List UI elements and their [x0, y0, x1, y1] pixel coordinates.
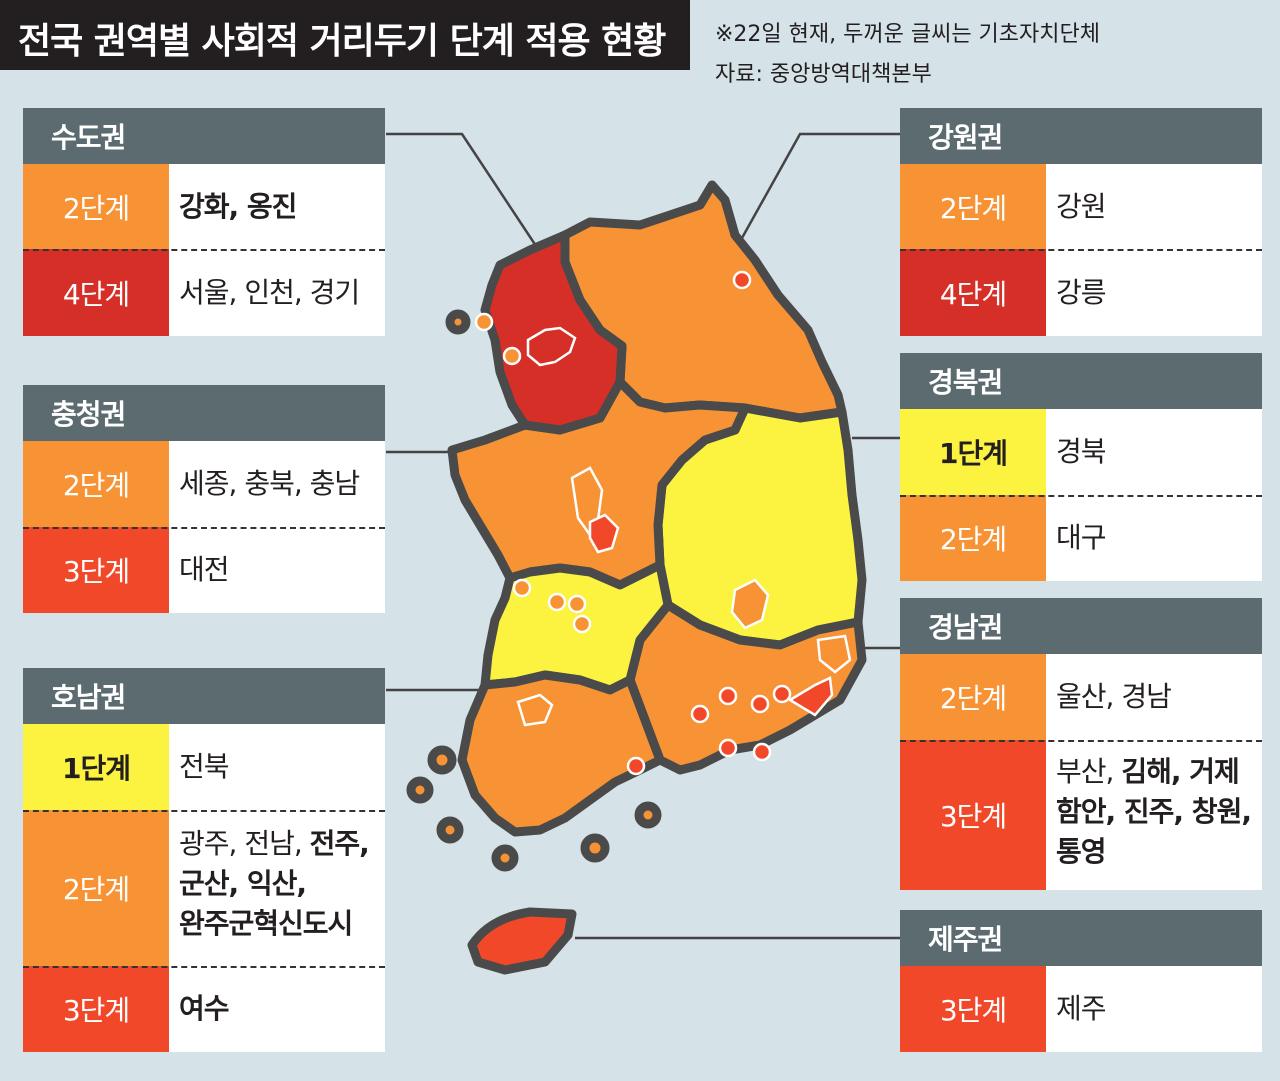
region-text-bold: 통영 [1056, 835, 1107, 868]
region-text-bold: 함안, 진주, 창원, [1056, 795, 1252, 828]
region-list: 서울, 인천, 경기 [169, 249, 385, 336]
region-list: 울산, 경남 [1046, 654, 1262, 740]
marker-iksan [547, 592, 567, 612]
marker-gunsan [512, 578, 532, 598]
level-label: 3단계 [23, 527, 169, 613]
panel-gangwon: 강원권 2단계 강원 4단계 강릉 [900, 108, 1262, 336]
level-label: 4단계 [23, 249, 169, 336]
region-busan [787, 676, 834, 717]
region-list: 강화, 옹진 [169, 164, 385, 249]
panel-title: 제주권 [900, 910, 1262, 966]
marker-yeosu [626, 756, 646, 776]
marker-ganghwa [474, 312, 494, 332]
panel-row: 2단계 울산, 경남 [900, 654, 1262, 740]
marker-jeonju [572, 614, 592, 634]
panel-row: 2단계 강화, 옹진 [23, 164, 385, 249]
title-bar: 전국 권역별 사회적 거리두기 단계 적용 현황 [0, 0, 690, 70]
marker-geoje [752, 742, 772, 762]
region-list: 강원 [1046, 164, 1262, 249]
panel-row: 3단계 대전 [23, 527, 385, 613]
marker-tongyeong [718, 738, 738, 758]
region-list: 경북 [1046, 409, 1262, 495]
region-list: 대구 [1046, 495, 1262, 581]
boundary-ulsan [816, 634, 852, 674]
panel-row: 3단계 제주 [900, 966, 1262, 1052]
region-text-bold: 군산, 익산, [179, 867, 307, 900]
panel-row: 1단계 경북 [900, 409, 1262, 495]
marker-ongjin [502, 346, 522, 366]
level-label: 2단계 [900, 654, 1046, 740]
marker-gimhae [772, 684, 792, 704]
region-seoul [526, 326, 577, 367]
panel-title: 경남권 [900, 598, 1262, 654]
panel-jeju: 제주권 3단계 제주 [900, 910, 1262, 1052]
marker-jinju [690, 704, 710, 724]
region-list: 부산, 김해, 거제 함안, 진주, 창원, 통영 [1046, 740, 1262, 890]
region-list: 세종, 충북, 충남 [169, 441, 385, 527]
panel-honam: 호남권 1단계 전북 2단계 광주, 전남, 전주, 군산, 익산, 완주군혁신… [23, 668, 385, 1052]
marker-gangneung [732, 270, 752, 290]
region-text-bold: 전주, [309, 827, 370, 860]
level-label: 3단계 [900, 966, 1046, 1052]
level-label: 2단계 [900, 164, 1046, 249]
note-source: 자료: 중앙방역대책본부 [715, 62, 932, 87]
panel-title: 충청권 [23, 385, 385, 441]
panel-title: 수도권 [23, 108, 385, 164]
marker-changwon [750, 694, 770, 714]
page-title: 전국 권역별 사회적 거리두기 단계 적용 현황 [18, 21, 666, 62]
panel-sudo: 수도권 2단계 강화, 옹진 4단계 서울, 인천, 경기 [23, 108, 385, 336]
region-gwangju [516, 693, 554, 727]
level-label: 3단계 [23, 966, 169, 1052]
level-label: 1단계 [900, 409, 1046, 495]
level-label: 2단계 [900, 495, 1046, 581]
panel-row: 2단계 세종, 충북, 충남 [23, 441, 385, 527]
panel-row: 4단계 강릉 [900, 249, 1262, 336]
level-label: 1단계 [23, 724, 169, 810]
marker-haman [718, 686, 738, 706]
region-jeju [467, 907, 577, 975]
region-text: 부산, [1056, 755, 1122, 788]
marker-wanju [567, 594, 587, 614]
panel-chungcheong: 충청권 2단계 세종, 충북, 충남 3단계 대전 [23, 385, 385, 613]
region-list: 대전 [169, 527, 385, 613]
region-list: 전북 [169, 724, 385, 810]
panel-gyeongbuk: 경북권 1단계 경북 2단계 대구 [900, 353, 1262, 581]
region-list: 강릉 [1046, 249, 1262, 336]
note-date: ※22일 현재, 두꺼운 글씨는 기초자치단체 [715, 22, 1100, 47]
panel-row: 4단계 서울, 인천, 경기 [23, 249, 385, 336]
panel-row: 2단계 광주, 전남, 전주, 군산, 익산, 완주군혁신도시 [23, 810, 385, 966]
panel-row: 3단계 부산, 김해, 거제 함안, 진주, 창원, 통영 [900, 740, 1262, 890]
panel-row: 1단계 전북 [23, 724, 385, 810]
level-label: 2단계 [23, 810, 169, 966]
region-daejeon [588, 513, 620, 554]
region-list: 제주 [1046, 966, 1262, 1052]
region-daegu [730, 578, 770, 630]
level-label: 3단계 [900, 740, 1046, 890]
panel-title: 강원권 [900, 108, 1262, 164]
panel-row: 3단계 여수 [23, 966, 385, 1052]
region-list: 여수 [169, 966, 385, 1052]
level-label: 2단계 [23, 164, 169, 249]
panel-gyeongnam: 경남권 2단계 울산, 경남 3단계 부산, 김해, 거제 함안, 진주, 창원… [900, 598, 1262, 890]
region-list: 광주, 전남, 전주, 군산, 익산, 완주군혁신도시 [169, 810, 385, 966]
level-label: 2단계 [23, 441, 169, 527]
region-text-bold: 김해, 거제 [1121, 755, 1239, 788]
panel-row: 2단계 대구 [900, 495, 1262, 581]
panel-title: 경북권 [900, 353, 1262, 409]
panel-title: 호남권 [23, 668, 385, 724]
region-text: 광주, 전남, [179, 827, 310, 860]
panel-row: 2단계 강원 [900, 164, 1262, 249]
level-label: 4단계 [900, 249, 1046, 336]
region-jeonnam [457, 670, 665, 837]
region-text-bold: 완주군혁신도시 [179, 907, 353, 940]
